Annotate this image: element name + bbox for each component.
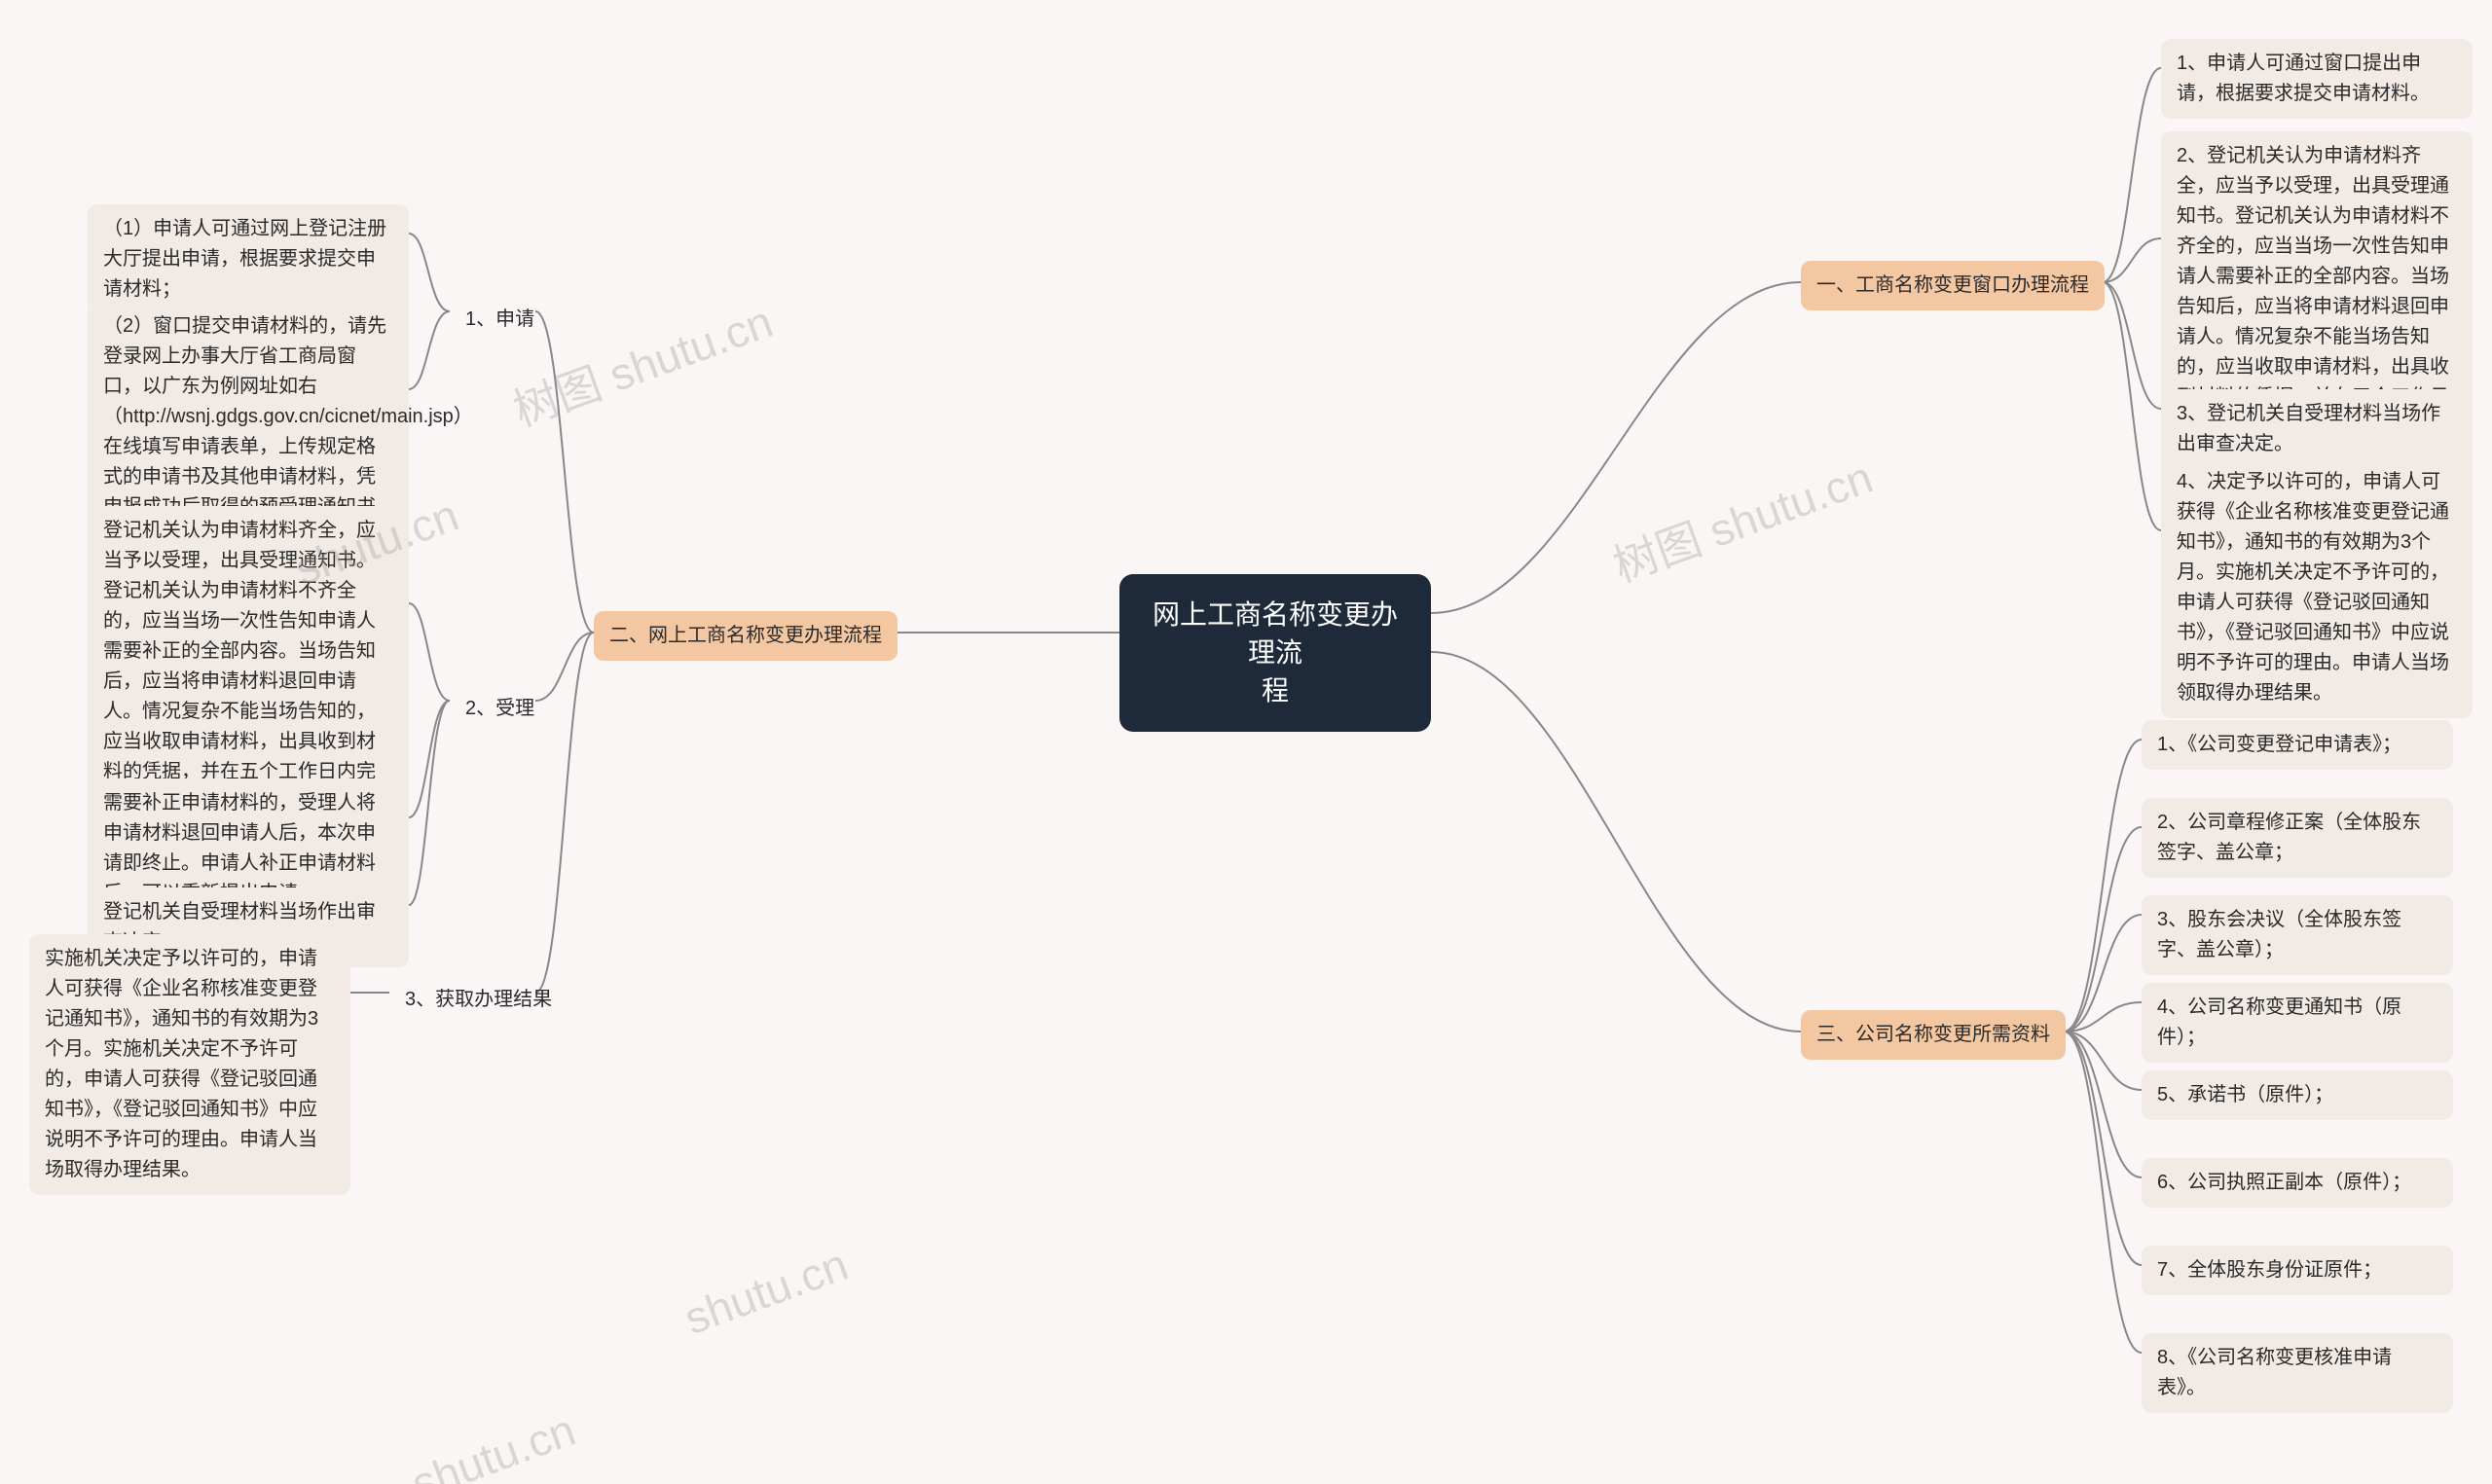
leaf-b3-1: 1、《公司变更登记申请表》； <box>2142 720 2453 770</box>
watermark: shutu.cn <box>678 1238 855 1345</box>
root-node: 网上工商名称变更办理流 程 <box>1119 574 1431 732</box>
leaf-b1-1: 1、申请人可通过窗口提出申请，根据要求提交申请材料。 <box>2161 39 2473 119</box>
leaf-b1-4: 4、决定予以许可的，申请人可获得《企业名称核准变更登记通知书》，通知书的有效期为… <box>2161 457 2473 718</box>
leaf-b3-4: 4、公司名称变更通知书（原件）； <box>2142 983 2453 1063</box>
branch-required-materials: 三、公司名称变更所需资料 <box>1801 1010 2066 1060</box>
leaf-b3-5: 5、承诺书（原件）； <box>2142 1070 2453 1120</box>
sub-accept: 2、受理 <box>450 684 550 734</box>
leaf-b3-8: 8、《公司名称变更核准申请表》。 <box>2142 1333 2453 1413</box>
leaf-b3-3: 3、股东会决议（全体股东签字、盖公章）； <box>2142 895 2453 975</box>
watermark: shutu.cn <box>405 1403 582 1484</box>
leaf-b3-2: 2、公司章程修正案（全体股东签字、盖公章； <box>2142 798 2453 878</box>
sub-apply: 1、申请 <box>450 295 550 344</box>
root-text-line2: 程 <box>1262 675 1289 706</box>
root-text-line1: 网上工商名称变更办理流 <box>1153 599 1398 668</box>
leaf-apply-1: （1）申请人可通过网上登记注册大厅提出申请，根据要求提交申请材料； <box>88 204 409 314</box>
branch-window-process: 一、工商名称变更窗口办理流程 <box>1801 261 2105 310</box>
sub-result: 3、获取办理结果 <box>389 975 568 1025</box>
branch-online-process: 二、网上工商名称变更办理流程 <box>594 611 898 661</box>
watermark: 树图 shutu.cn <box>1603 442 1880 595</box>
leaf-b3-6: 6、公司执照正副本（原件）； <box>2142 1158 2453 1208</box>
leaf-result-1: 实施机关决定予以许可的，申请人可获得《企业名称核准变更登记通知书》，通知书的有效… <box>29 934 350 1195</box>
leaf-b3-7: 7、全体股东身份证原件； <box>2142 1246 2453 1295</box>
